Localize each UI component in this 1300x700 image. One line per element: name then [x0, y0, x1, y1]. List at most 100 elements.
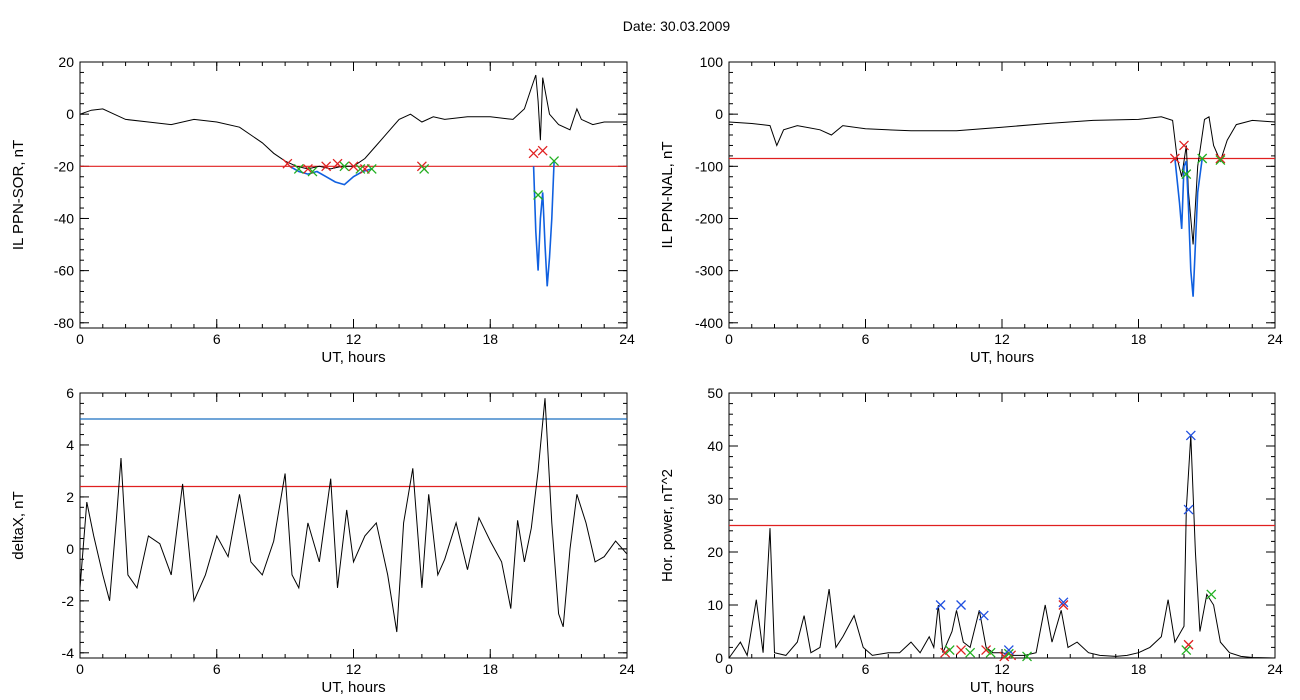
- plot4-marker-green: [965, 647, 976, 658]
- plot4-marker-blue: [1183, 504, 1194, 515]
- plot3-x-axis-label: UT, hours: [321, 679, 385, 696]
- plot4-marker-red: [981, 645, 992, 656]
- plot1-x-tick-label: 24: [619, 331, 635, 347]
- plot3-x-tick-label: 6: [213, 661, 221, 677]
- plot3-series-line: [79, 398, 628, 633]
- plot2-y-axis-label: IL PPN-NAL, nT: [659, 142, 676, 249]
- plot2-x-tick-label: 0: [725, 331, 733, 347]
- plot4-marker-green: [1022, 651, 1032, 662]
- plot2-event-segment: [1174, 158, 1203, 297]
- plot1-y-tick-label: -20: [54, 158, 74, 174]
- plot4-marker-green: [1181, 645, 1192, 656]
- plot1-marker-green: [366, 163, 377, 174]
- plot1-marker-red: [348, 161, 359, 172]
- plot1-marker-green: [355, 163, 366, 174]
- plot1-marker-green: [549, 156, 560, 167]
- plot1-marker-red: [321, 161, 332, 172]
- plot2-x-axis-label: UT, hours: [970, 349, 1034, 366]
- plot2-y-tick-label: 0: [715, 106, 723, 122]
- plot4-marker-green: [985, 647, 996, 658]
- plot3-y-tick-label: 0: [66, 541, 74, 557]
- plot1-y-tick-label: -60: [54, 263, 74, 279]
- plot2-y-tick-label: -200: [695, 210, 723, 226]
- plot4-x-tick-label: 18: [1131, 661, 1147, 677]
- plot2-marker-red: [1169, 153, 1180, 164]
- plot2-x-tick-label: 12: [994, 331, 1010, 347]
- plot4-y-tick-label: 10: [707, 597, 723, 613]
- plot4-marker-blue: [1185, 430, 1196, 441]
- plot4-marker-green: [1003, 648, 1014, 659]
- figure-title: Date: 30.03.2009: [622, 18, 731, 34]
- plot1-x-tick-label: 0: [76, 331, 84, 347]
- plot1-marker-red: [282, 158, 293, 169]
- plot4-marker-green: [944, 645, 955, 656]
- plot3-y-tick-label: 6: [66, 385, 74, 401]
- plot2-x-tick-label: 24: [1267, 331, 1283, 347]
- plot1-marker-red: [528, 148, 539, 159]
- plot3-y-tick-label: 2: [66, 489, 74, 505]
- plot4-y-tick-label: 30: [707, 491, 723, 507]
- plot4-marker-blue: [1058, 597, 1069, 608]
- plot1-marker-red: [537, 145, 548, 156]
- plot4-x-tick-label: 24: [1267, 661, 1283, 677]
- plot3-x-tick-label: 0: [76, 661, 84, 677]
- plot4-marker-red: [940, 647, 951, 658]
- plot2-marker-red: [1179, 140, 1189, 151]
- plot1-frame: [79, 61, 628, 329]
- plot1-marker-green: [339, 161, 350, 172]
- plot1-y-axis-label: IL PPN-SOR, nT: [10, 140, 27, 250]
- plot1-marker-red: [302, 163, 313, 174]
- plot1-x-tick-label: 6: [213, 331, 221, 347]
- plot4-marker-blue: [956, 600, 967, 610]
- plot1-y-tick-label: -80: [54, 315, 74, 331]
- plot2-x-tick-label: 18: [1131, 331, 1147, 347]
- plot1-marker-green: [307, 166, 318, 177]
- plot1-marker-green: [293, 163, 304, 174]
- plot4-marker-red: [1183, 639, 1194, 650]
- plot3-y-axis-label: deltaX, nT: [10, 491, 27, 559]
- plot4-marker-blue: [935, 600, 946, 610]
- plot2-marker-green: [1215, 155, 1226, 166]
- plot4-x-tick-label: 12: [994, 661, 1010, 677]
- plot4-series-line: [728, 435, 1276, 659]
- plot3-y-tick-label: 4: [66, 437, 74, 453]
- plot3-y-tick-label: -2: [62, 593, 75, 609]
- plot2-series-line: [728, 116, 1276, 245]
- plot4-y-axis-label: Hor. power, nT^2: [659, 469, 676, 582]
- plot4-marker-blue: [978, 610, 989, 621]
- plot4-marker-blue: [1003, 645, 1014, 656]
- plot1-x-axis-label: UT, hours: [321, 349, 385, 366]
- plot4-y-tick-label: 40: [707, 438, 723, 454]
- plot1-marker-red: [332, 158, 343, 169]
- plot4-x-tick-label: 0: [725, 661, 733, 677]
- plot3-x-tick-label: 12: [346, 661, 362, 677]
- plot4-y-tick-label: 20: [707, 544, 723, 560]
- plot3-x-tick-label: 24: [619, 661, 635, 677]
- plot1-series-line: [79, 74, 627, 170]
- plot3-y-tick-label: -4: [62, 645, 75, 661]
- plot4-marker-red: [956, 645, 967, 656]
- plot2-y-tick-label: -300: [695, 263, 723, 279]
- plot2-x-tick-label: 6: [862, 331, 870, 347]
- plot1-marker-green: [419, 163, 430, 174]
- plot1-y-tick-label: 20: [58, 54, 74, 70]
- plot2-y-tick-label: -100: [695, 158, 723, 174]
- plot2-marker-red: [1215, 153, 1226, 164]
- plot4-x-tick-label: 6: [862, 661, 870, 677]
- plot1-x-tick-label: 12: [346, 331, 362, 347]
- plot2-y-tick-label: -400: [695, 315, 723, 331]
- plot2-marker-green: [1181, 169, 1192, 180]
- plot3-x-tick-label: 18: [482, 661, 498, 677]
- plot1-event-segment: [532, 161, 555, 287]
- plot4-x-axis-label: UT, hours: [970, 679, 1034, 696]
- plot4-marker-green: [1206, 589, 1217, 600]
- plot2-marker-green: [1197, 153, 1208, 164]
- plot1-x-tick-label: 18: [482, 331, 498, 347]
- plot4-y-tick-label: 0: [715, 650, 723, 666]
- plot4-marker-red: [1058, 600, 1069, 610]
- plot1-y-tick-label: -40: [54, 210, 74, 226]
- plot4-y-tick-label: 50: [707, 385, 723, 401]
- plot1-marker-green: [533, 190, 544, 200]
- plot2-y-tick-label: 100: [700, 54, 724, 70]
